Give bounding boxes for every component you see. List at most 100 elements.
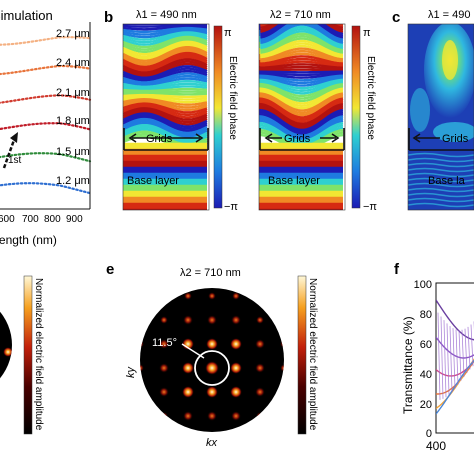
diffraction-spot bbox=[207, 411, 217, 421]
phase-map-490-frame bbox=[122, 23, 210, 211]
diffraction-spot bbox=[232, 436, 240, 444]
diffraction-spot bbox=[280, 316, 284, 324]
y-tick-40: 40 bbox=[420, 369, 432, 381]
x-tick-900: 900 bbox=[66, 214, 83, 225]
diffraction-spot bbox=[207, 315, 217, 325]
diffraction-spot bbox=[184, 436, 192, 444]
amplitude-colorbar-e-title: Normalized electric field amplitude bbox=[307, 278, 318, 431]
diffraction-spot bbox=[182, 386, 194, 398]
grids-label-c: Grids bbox=[442, 133, 469, 145]
y-tick-0: 0 bbox=[426, 428, 432, 440]
phase-colorbar-left-title: Electric field phase bbox=[227, 56, 238, 140]
transmittance-curve bbox=[436, 359, 474, 415]
diffraction-spot bbox=[255, 339, 265, 349]
x-tick-600: 600 bbox=[0, 214, 15, 225]
y-tick-100: 100 bbox=[414, 279, 432, 291]
diffraction-spot bbox=[208, 292, 216, 300]
y-tick-80: 80 bbox=[420, 309, 432, 321]
diffraction-spot bbox=[140, 340, 144, 348]
diffraction-spot bbox=[136, 268, 144, 276]
phase-colorbar-left bbox=[213, 25, 223, 209]
diffraction-spot bbox=[231, 411, 241, 421]
panel-e-title: λ2 = 710 nm bbox=[180, 267, 241, 279]
x-tick-700: 700 bbox=[22, 214, 39, 225]
diffraction-spot bbox=[280, 364, 284, 372]
panel-f-ylabel: Transmittance (%) bbox=[401, 316, 415, 414]
diffraction-spot bbox=[256, 316, 264, 324]
panel-b-label: b bbox=[104, 9, 113, 26]
panel-b-right-title: λ2 = 710 nm bbox=[270, 9, 331, 21]
diffraction-spot bbox=[140, 292, 144, 300]
amplitude-colorbar-d-title: Normalized electric field amplitude bbox=[33, 278, 44, 431]
phase-colorbar-right-title: Electric field phase bbox=[365, 56, 376, 140]
x-tick-400: 400 bbox=[426, 439, 446, 453]
grids-label-right: Grids bbox=[284, 133, 311, 145]
base-label-right: Base layer bbox=[268, 175, 320, 187]
diffraction-spot bbox=[159, 363, 169, 373]
amplitude-colorbar-e bbox=[297, 275, 307, 435]
curve-label-1-5: 1.5 μm bbox=[56, 146, 90, 158]
diffraction-spot bbox=[256, 268, 264, 276]
diffraction-spot bbox=[140, 412, 144, 420]
diffraction-spot bbox=[140, 364, 144, 372]
curve-label-2-7: 2.7 μm bbox=[56, 28, 90, 40]
phase-colorbar-left-top: π bbox=[224, 27, 232, 39]
diffraction-spot bbox=[230, 386, 242, 398]
panel-a-curve-labels: 2.7 μm 2.4 μm 2.1 μm 1.8 μm 1.5 μm 1.2 μ… bbox=[56, 28, 90, 187]
curve-label-1-8: 1.8 μm bbox=[56, 115, 90, 127]
panel-a-xlabel: Wavelength (nm) bbox=[0, 233, 57, 247]
order-arrow: 1st bbox=[2, 132, 22, 169]
phase-map-710 bbox=[259, 24, 344, 210]
diffraction-spot bbox=[140, 388, 144, 396]
diffraction-spot bbox=[206, 338, 218, 350]
phase-colorbar-right-top: π bbox=[363, 27, 371, 39]
panel-a-x-ticks: 600 700 800 900 bbox=[0, 214, 83, 225]
diffraction-spot bbox=[280, 268, 288, 276]
panel-d: Normalized electric field amplitude bbox=[0, 275, 44, 435]
phase-map-710-frame bbox=[258, 23, 346, 211]
curve-label-2-4: 2.4 μm bbox=[56, 57, 90, 69]
diffraction-spot bbox=[206, 386, 218, 398]
diffraction-spot bbox=[160, 436, 168, 444]
diffraction-spot bbox=[160, 268, 168, 276]
diffraction-spot bbox=[205, 361, 219, 375]
panel-e: e λ2 = 710 nm 11.5° ky kx Normalized ele… bbox=[106, 261, 318, 449]
panel-b-left-title: λ1 = 490 nm bbox=[136, 9, 197, 21]
grids-bracket-c bbox=[408, 128, 474, 151]
dispersion-curve bbox=[0, 94, 92, 104]
diffraction-spot bbox=[230, 362, 242, 374]
panel-a: Simulation 2.7 μm 2.4 μm 2.1 μm 1.8 μm 1… bbox=[0, 8, 92, 247]
diffraction-spot bbox=[160, 292, 168, 300]
diffraction-spot bbox=[184, 292, 192, 300]
dispersion-curve bbox=[0, 152, 92, 163]
panel-c-title: λ1 = 490 bbox=[428, 9, 471, 21]
panel-a-curves bbox=[0, 36, 92, 195]
diffraction-spot bbox=[232, 292, 240, 300]
diffraction-spot bbox=[280, 388, 284, 396]
ky-label: ky bbox=[125, 366, 137, 379]
grids-label-left: Grids bbox=[146, 133, 173, 145]
transmittance-curve bbox=[436, 299, 474, 341]
diffraction-spot bbox=[136, 436, 144, 444]
diffraction-spot bbox=[231, 315, 241, 325]
x-tick-800: 800 bbox=[44, 214, 61, 225]
order-label: 1st bbox=[8, 155, 22, 166]
panel-c: c λ1 = 490 Grids Base la bbox=[392, 9, 474, 211]
diffraction-spot bbox=[160, 316, 168, 324]
diffraction-spot bbox=[256, 412, 264, 420]
base-label-left: Base layer bbox=[127, 175, 179, 187]
diffraction-spot bbox=[280, 340, 284, 348]
diffraction-spot bbox=[280, 412, 284, 420]
diffraction-spot bbox=[182, 362, 194, 374]
diffraction-spot bbox=[159, 339, 169, 349]
y-tick-60: 60 bbox=[420, 339, 432, 351]
diffraction-spot bbox=[230, 338, 242, 350]
diffraction-spot bbox=[140, 316, 144, 324]
diffraction-spot bbox=[256, 436, 264, 444]
panel-e-label: e bbox=[106, 261, 114, 278]
diffraction-spot bbox=[160, 412, 168, 420]
k-space-disk bbox=[140, 288, 284, 432]
diffraction-spot bbox=[182, 338, 194, 350]
na-circle bbox=[194, 350, 230, 386]
panel-b: b λ1 = 490 nm λ2 = 710 nm Grids Grids Ba… bbox=[104, 9, 377, 213]
